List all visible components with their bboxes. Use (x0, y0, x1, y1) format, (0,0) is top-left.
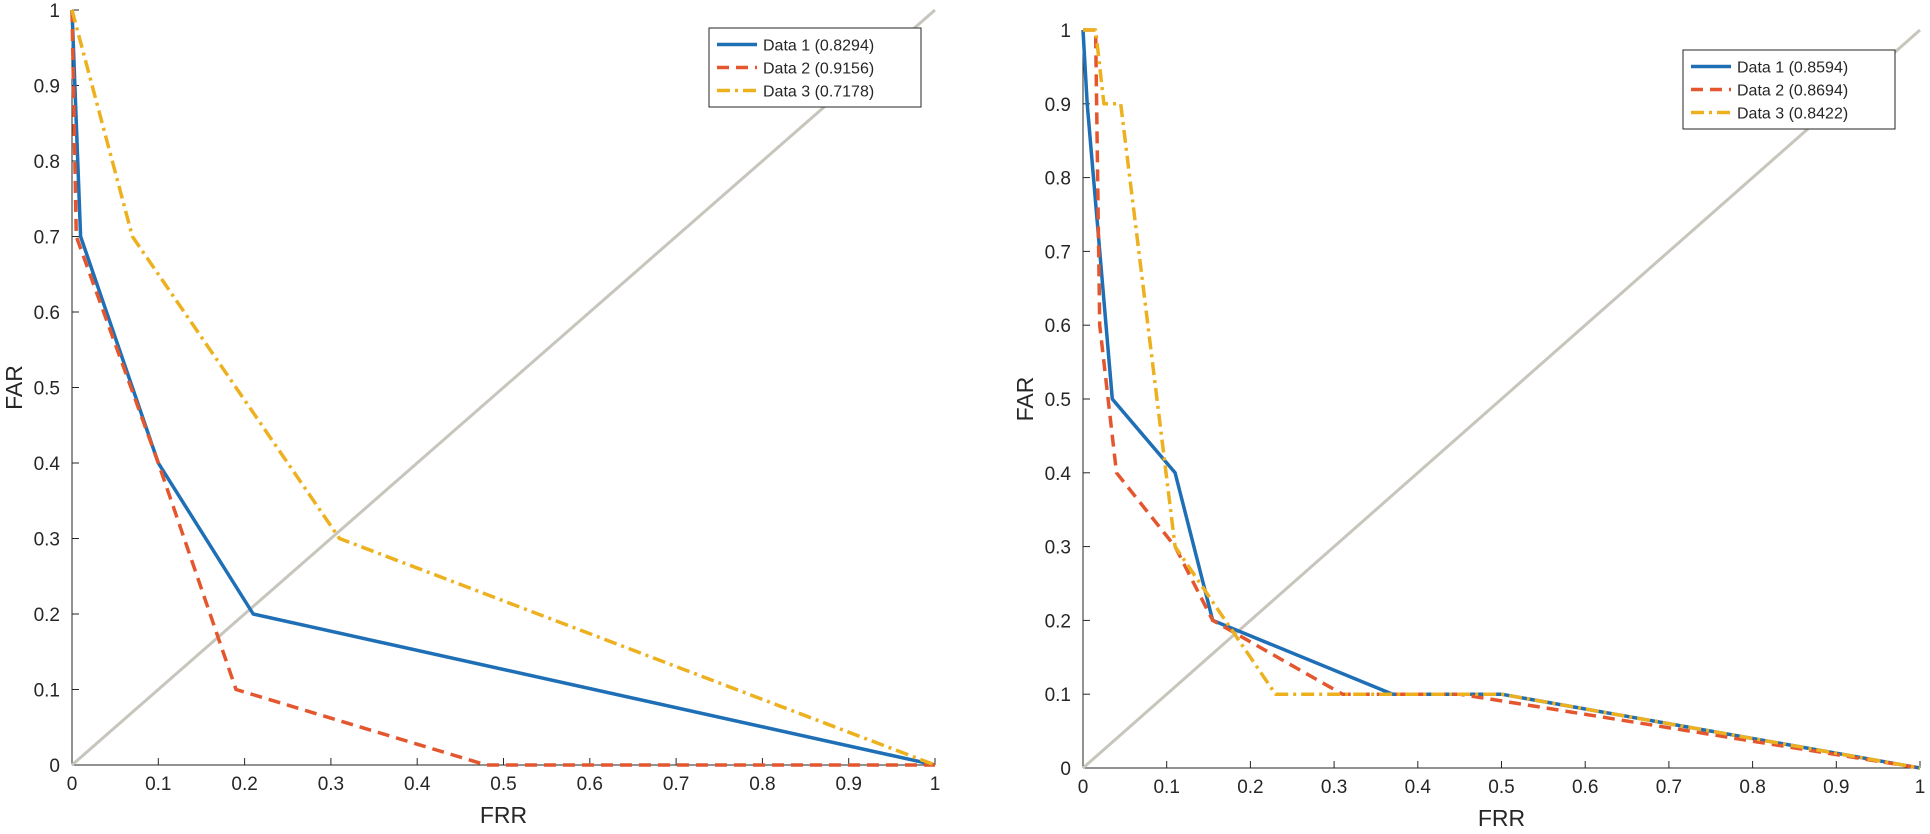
x-tick-label: 0.3 (318, 774, 344, 795)
y-tick-label: 0.9 (1045, 95, 1071, 116)
chart-left: 0 0.1 0.2 0.3 0.4 0.5 0.6 0.7 0.8 0.9 1 0 0.1 0.2 0.3 0… (1, 1, 940, 828)
y-tick-label: 0.6 (1045, 316, 1071, 337)
y-tick-label: 1 (1060, 21, 1071, 42)
reference-diagonal-line (1082, 28, 1921, 770)
x-tick-label: 0 (1078, 777, 1089, 798)
x-tick-label: 0.9 (835, 774, 861, 795)
y-tick-label: 0.5 (1045, 390, 1071, 411)
legend-label-data-2: Data 2 (0.9156) (763, 61, 874, 78)
x-tick-label: 0.3 (1321, 777, 1347, 798)
legend-label-data-2: Data 2 (0.8694) (1737, 83, 1848, 100)
series-line-data-2 (1083, 28, 1921, 770)
chart-right: 0 0.1 0.2 0.3 0.4 0.5 0.6 0.7 0.8 0.9 1 0 0.1 0.2 0.3 0… (1012, 21, 1925, 831)
x-tick-label: 0 (67, 774, 78, 795)
series-line-data-3 (1083, 28, 1921, 770)
x-tick-label: 0.6 (577, 774, 603, 795)
x-tick-label: 1 (1915, 777, 1926, 798)
x-tick-label: 0.7 (663, 774, 689, 795)
legend-label-data-1: Data 1 (0.8594) (1737, 60, 1848, 77)
y-tick-label: 0.1 (1045, 685, 1071, 706)
x-tick-label: 0.1 (145, 774, 171, 795)
reference-diagonal-line (71, 8, 936, 767)
x-axis-label: FRR (480, 802, 527, 828)
x-tick-label: 0.7 (1656, 777, 1682, 798)
y-tick-label: 0.9 (34, 77, 60, 98)
x-tick-label: 0.2 (1237, 777, 1263, 798)
x-tick-label: 0.8 (1739, 777, 1765, 798)
y-tick-label: 0.7 (1045, 242, 1071, 263)
y-tick-label: 0.3 (34, 530, 60, 551)
y-tick-label: 0 (1060, 759, 1071, 780)
y-tick-label: 0 (49, 756, 60, 777)
y-tick-label: 0.7 (34, 228, 60, 249)
x-tick-label: 0.8 (749, 774, 775, 795)
y-tick-label: 0.4 (34, 454, 61, 475)
y-tick-label: 0.2 (1045, 611, 1071, 632)
y-axis-label: FAR (1012, 377, 1038, 422)
legend-label-data-1: Data 1 (0.8294) (763, 38, 874, 55)
x-tick-label: 0.5 (1488, 777, 1514, 798)
y-tick-label: 0.2 (34, 605, 60, 626)
x-tick-label: 0.4 (404, 774, 431, 795)
legend-label-data-3: Data 3 (0.8422) (1737, 106, 1848, 123)
y-tick-label: 0.8 (1045, 169, 1071, 190)
x-tick-label: 0.5 (490, 774, 516, 795)
legend: Data 1 (0.8594) Data 2 (0.8694) Data 3 (0.… (1682, 49, 1896, 130)
legend: Data 1 (0.8294) Data 2 (0.9156) Data 3 (0.… (708, 27, 922, 108)
x-tick-label: 0.4 (1405, 777, 1432, 798)
x-tick-label: 0.2 (231, 774, 257, 795)
x-tick-label: 0.1 (1153, 777, 1179, 798)
legend-label-data-3: Data 3 (0.7178) (763, 84, 874, 101)
y-tick-label: 0.3 (1045, 538, 1071, 559)
series-line-data-3 (70, 9, 936, 767)
y-axis-label: FAR (1, 365, 27, 410)
y-tick-label: 1 (49, 1, 60, 22)
x-tick-label: 0.9 (1823, 777, 1849, 798)
y-tick-label: 0.1 (34, 681, 60, 702)
y-tick-label: 0.8 (34, 152, 60, 173)
y-tick-label: 0.4 (1045, 464, 1072, 485)
y-tick-label: 0.5 (34, 379, 60, 400)
x-tick-label: 1 (930, 774, 941, 795)
x-axis-label: FRR (1478, 805, 1525, 831)
x-tick-label: 0.6 (1572, 777, 1598, 798)
y-tick-label: 0.6 (34, 303, 60, 324)
